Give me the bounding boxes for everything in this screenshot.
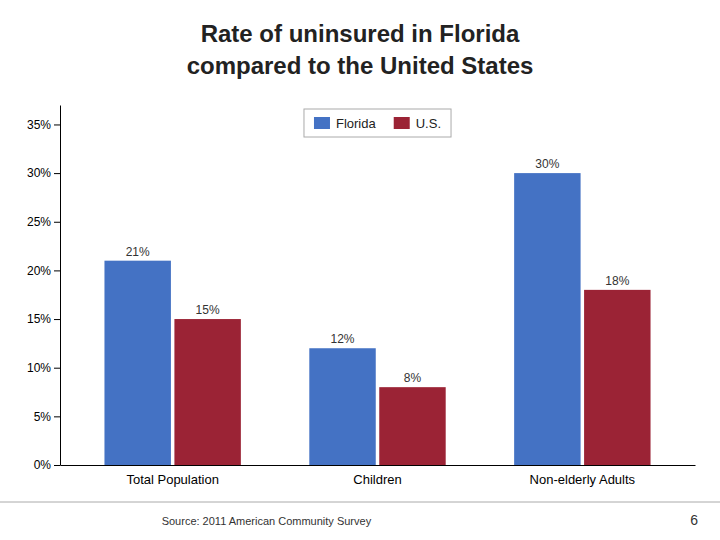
y-tick-mark — [54, 319, 60, 320]
y-tick-label: 25% — [27, 215, 51, 229]
y-tick: 25% — [27, 215, 60, 229]
y-tick-mark — [54, 368, 60, 369]
x-tick-label: Non-elderly Adults — [530, 472, 636, 487]
legend-swatch — [314, 117, 330, 129]
data-label: 8% — [404, 371, 422, 385]
y-axis-line — [60, 106, 61, 466]
y-tick: 10% — [27, 361, 60, 375]
bar — [584, 290, 650, 465]
y-tick: 0% — [34, 458, 60, 472]
bar — [174, 319, 240, 465]
y-tick-label: 35% — [27, 118, 51, 132]
data-labels: 21% 15% 12% 8% 30% 18% — [126, 157, 630, 385]
y-tick: 30% — [27, 166, 60, 180]
source-note: Source: 2011 American Community Survey — [162, 515, 372, 527]
y-tick-label: 30% — [27, 166, 51, 180]
y-tick-label: 5% — [34, 410, 52, 424]
x-tick-label: Children — [353, 472, 401, 487]
legend: Florida U.S. — [304, 109, 451, 137]
y-tick-mark — [54, 465, 60, 466]
bars — [104, 173, 650, 465]
x-tick: Total Population — [126, 472, 219, 487]
footer-rule — [0, 502, 720, 503]
y-tick: 5% — [34, 410, 60, 424]
y-tick-label: 0% — [34, 458, 52, 472]
bar — [309, 348, 375, 465]
data-label: 21% — [126, 245, 150, 259]
y-tick-label: 10% — [27, 361, 51, 375]
data-label: 15% — [196, 303, 220, 317]
y-tick: 15% — [27, 312, 60, 326]
y-tick-mark — [54, 270, 60, 271]
x-tick-label: Total Population — [126, 472, 219, 487]
data-label: 18% — [605, 274, 629, 288]
y-tick-mark — [54, 173, 60, 174]
bar — [514, 173, 580, 465]
y-tick-mark — [54, 222, 60, 223]
bar — [379, 387, 445, 465]
x-axis-line — [61, 465, 696, 466]
plot: 21% 15% 12% 8% 30% 18% 0% 5% 10% 15% 20% 25% 30% 35% T… — [27, 106, 696, 488]
legend-entry: Florida — [336, 116, 377, 131]
title: Rate of uninsured in Florida — [201, 20, 520, 47]
y-tick-mark — [54, 124, 60, 125]
x-tick: Non-elderly Adults — [530, 472, 636, 487]
x-tick: Children — [353, 472, 401, 487]
legend-swatch — [394, 117, 410, 129]
data-label: 12% — [331, 332, 355, 346]
subtitle: compared to the United States — [187, 52, 534, 79]
bar — [104, 261, 170, 465]
y-tick: 20% — [27, 264, 60, 278]
page-number: 6 — [690, 512, 698, 528]
chart: Rate of uninsured in Florida compared to … — [0, 0, 720, 540]
y-tick-label: 20% — [27, 264, 51, 278]
y-axis: 0% 5% 10% 15% 20% 25% 30% 35% — [27, 106, 61, 473]
y-tick-mark — [54, 416, 60, 417]
legend-entry: U.S. — [416, 116, 441, 131]
legend-frame — [304, 109, 451, 137]
y-tick-label: 15% — [27, 312, 51, 326]
y-tick: 35% — [27, 118, 60, 132]
data-label: 30% — [535, 157, 559, 171]
x-axis: Total Population Children Non-elderly Adul… — [61, 466, 696, 488]
